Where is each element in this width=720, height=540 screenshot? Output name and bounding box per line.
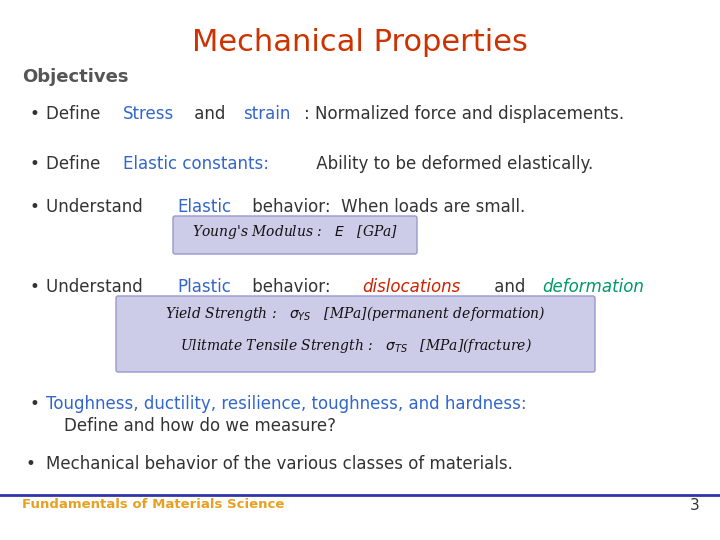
Text: Plastic: Plastic: [178, 278, 232, 296]
Text: •: •: [30, 105, 40, 123]
Text: 3: 3: [690, 498, 700, 513]
Text: Define: Define: [46, 105, 106, 123]
Text: •: •: [30, 278, 40, 296]
Text: and: and: [489, 278, 530, 296]
Text: strain: strain: [243, 105, 290, 123]
Text: and: and: [189, 105, 230, 123]
Text: •: •: [30, 198, 40, 216]
Text: behavior:: behavior:: [247, 278, 336, 296]
Text: •: •: [30, 155, 40, 173]
Text: Fundamentals of Materials Science: Fundamentals of Materials Science: [22, 498, 284, 511]
Text: Mechanical Properties: Mechanical Properties: [192, 28, 528, 57]
Text: Elastic constants:: Elastic constants:: [123, 155, 269, 173]
Text: Define and how do we measure?: Define and how do we measure?: [64, 417, 336, 435]
Text: Elastic: Elastic: [178, 198, 232, 216]
Text: Understand: Understand: [46, 198, 148, 216]
Text: Ability to be deformed elastically.: Ability to be deformed elastically.: [311, 155, 593, 173]
Text: Understand: Understand: [46, 278, 148, 296]
Text: : Normalized force and displacements.: : Normalized force and displacements.: [304, 105, 624, 123]
Text: Objectives: Objectives: [22, 68, 128, 86]
FancyBboxPatch shape: [116, 296, 595, 372]
FancyBboxPatch shape: [173, 216, 417, 254]
Text: Toughness, ductility, resilience, toughness, and hardness:: Toughness, ductility, resilience, toughn…: [46, 395, 526, 413]
Text: •: •: [30, 395, 40, 413]
Text: deformation: deformation: [542, 278, 644, 296]
Text: dislocations: dislocations: [362, 278, 460, 296]
Text: behavior:  When loads are small.: behavior: When loads are small.: [248, 198, 526, 216]
Text: Define: Define: [46, 155, 106, 173]
Text: Stress: Stress: [123, 105, 174, 123]
Text: •: •: [26, 455, 36, 473]
Text: Mechanical behavior of the various classes of materials.: Mechanical behavior of the various class…: [46, 455, 513, 473]
Text: Young's Modulus :   $E$   [GPa]: Young's Modulus : $E$ [GPa]: [192, 223, 398, 241]
Text: Yield Strength :   $\sigma_{YS}$   [MPa](permanent deformation): Yield Strength : $\sigma_{YS}$ [MPa](per…: [165, 304, 546, 323]
Text: Ulitmate Tensile Strength :   $\sigma_{TS}$   [MPa](fracture): Ulitmate Tensile Strength : $\sigma_{TS}…: [179, 336, 531, 355]
